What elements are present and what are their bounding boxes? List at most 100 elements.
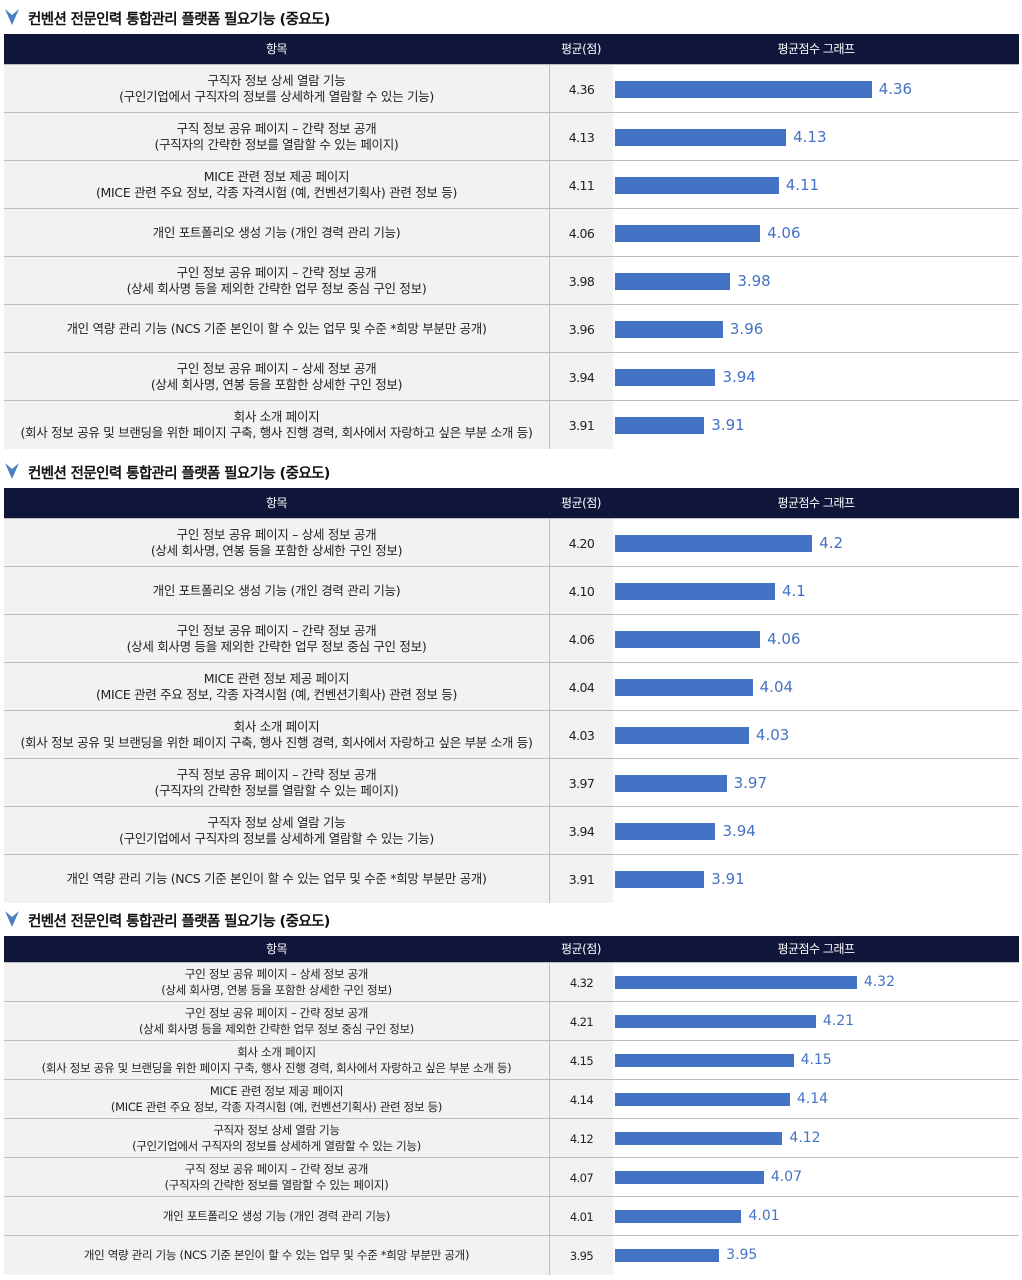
item-name: 구인 정보 공유 페이지 – 간략 정보 공개 <box>176 264 377 280</box>
table-row: 구인 정보 공유 페이지 – 상세 정보 공개 (상세 회사명, 연봉 등을 포함… <box>4 352 1019 401</box>
item-cell: 구인 정보 공유 페이지 – 상세 정보 공개 (상세 회사명, 연봉 등을 포함… <box>4 963 549 1002</box>
bar-value-label: 4.03 <box>755 726 790 744</box>
bar-cell: 3.98 <box>613 257 1019 305</box>
item-cell: 구인 정보 공유 페이지 – 간략 정보 공개 (상세 회사명 등을 제외한 간략… <box>4 1002 549 1041</box>
item-description: (구직자의 간략한 정보를 열람할 수 있는 페이지) <box>164 1177 389 1192</box>
score-bar <box>615 871 705 888</box>
item-description: (구직자의 간략한 정보를 열람할 수 있는 페이지) <box>154 783 399 798</box>
item-cell: 회사 소개 페이지 (회사 정보 공유 및 브랜딩을 위한 페이지 구축, 행사 … <box>4 401 549 449</box>
item-name: 개인 포트폴리오 생성 기능 (개인 경력 관리 기능) <box>152 224 401 240</box>
score-bar <box>615 1054 794 1067</box>
score-bar <box>615 976 857 989</box>
item-cell: 회사 소개 페이지 (회사 정보 공유 및 브랜딩을 위한 페이지 구축, 행사 … <box>4 711 549 759</box>
item-cell: 개인 역량 관리 기능 (NCS 기준 본인이 할 수 있는 업무 및 수준 *… <box>4 1236 549 1275</box>
bar-value-label: 4.06 <box>767 224 801 242</box>
score-bar <box>615 535 813 552</box>
score-bar <box>615 583 775 600</box>
avg-score: 4.36 <box>549 65 614 113</box>
bar-cell: 3.94 <box>613 807 1019 855</box>
item-description: (MICE 관련 주요 정보, 각종 자격시험 (예, 컨벤션기획사) 관련 정… <box>110 1099 443 1114</box>
avg-score: 3.91 <box>549 401 614 449</box>
header-avg: 평균(점) <box>561 942 601 956</box>
item-description: (구인기업에서 구직자의 정보를 상세하게 열람할 수 있는 기능) <box>119 831 434 846</box>
header-graph: 평균점수 그래프 <box>777 942 855 956</box>
bar-value-label: 4.06 <box>767 630 801 648</box>
section-title-bar: 컨벤션 전문인력 통합관리 플랫폼 필요기능 (중요도) <box>0 908 1022 930</box>
table-header: 항목 평균(점) 평균점수 그래프 <box>4 34 1019 64</box>
avg-score: 3.94 <box>549 807 614 855</box>
item-cell: 구직 정보 공유 페이지 – 간략 정보 공개 (구직자의 간략한 정보를 열람할… <box>4 759 549 807</box>
avg-score: 4.21 <box>549 1002 614 1041</box>
avg-score: 4.13 <box>549 113 614 161</box>
bar-cell: 4.1 <box>613 567 1019 615</box>
score-bar <box>615 177 779 194</box>
section-title: 컨벤션 전문인력 통합관리 플랫폼 필요기능 (중요도) <box>28 914 330 930</box>
table-row: 구직자 정보 상세 열람 기능 (구인기업에서 구직자의 정보를 상세하게 열람할… <box>4 64 1019 113</box>
item-cell: MICE 관련 정보 제공 페이지 (MICE 관련 주요 정보, 각종 자격시험… <box>4 663 549 711</box>
table-row: 구직 정보 공유 페이지 – 간략 정보 공개 (구직자의 간략한 정보를 열람할… <box>4 112 1019 161</box>
item-name: 구직자 정보 상세 열람 기능 <box>207 814 346 830</box>
score-bar <box>615 1171 764 1184</box>
item-cell: 개인 포트폴리오 생성 기능 (개인 경력 관리 기능) <box>4 209 549 257</box>
score-bar <box>615 679 753 696</box>
avg-score: 3.95 <box>549 1236 614 1275</box>
avg-score: 3.96 <box>549 305 614 353</box>
bar-value-label: 4.04 <box>759 678 794 696</box>
item-name: 개인 포트폴리오 생성 기능 (개인 경력 관리 기능) <box>152 582 401 598</box>
item-cell: MICE 관련 정보 제공 페이지 (MICE 관련 주요 정보, 각종 자격시험… <box>4 161 549 209</box>
item-name: 구직자 정보 상세 열람 기능 <box>213 1123 340 1137</box>
table-row: MICE 관련 정보 제공 페이지 (MICE 관련 주요 정보, 각종 자격시험… <box>4 1079 1019 1119</box>
avg-score: 3.97 <box>549 759 614 807</box>
bar-cell: 3.91 <box>613 855 1019 903</box>
table-row: 구인 정보 공유 페이지 – 간략 정보 공개 (상세 회사명 등을 제외한 간략… <box>4 614 1019 663</box>
table-row: 개인 포트폴리오 생성 기능 (개인 경력 관리 기능) 4.06 4.06 <box>4 208 1019 257</box>
item-cell: 개인 역량 관리 기능 (NCS 기준 본인이 할 수 있는 업무 및 수준 *… <box>4 855 549 903</box>
bar-cell: 4.06 <box>613 615 1019 663</box>
item-description: (상세 회사명, 연봉 등을 포함한 상세한 구인 정보) <box>150 377 403 392</box>
bar-value-label: 4.21 <box>822 1013 855 1029</box>
avg-score: 3.98 <box>549 257 614 305</box>
avg-score: 4.04 <box>549 663 614 711</box>
table-row: 구직자 정보 상세 열람 기능 (구인기업에서 구직자의 정보를 상세하게 열람할… <box>4 806 1019 855</box>
section-title-bar: 컨벤션 전문인력 통합관리 플랫폼 필요기능 (중요도) <box>0 6 1022 28</box>
bar-value-label: 4.01 <box>748 1208 780 1224</box>
bar-value-label: 4.36 <box>878 80 913 98</box>
score-bar <box>615 369 716 386</box>
header-item: 항목 <box>265 42 288 56</box>
avg-score: 4.32 <box>549 963 614 1002</box>
avg-score: 4.03 <box>549 711 614 759</box>
item-name: 회사 소개 페이지 <box>237 1045 316 1059</box>
score-bar <box>615 321 723 338</box>
table-row: 구직 정보 공유 페이지 – 간략 정보 공개 (구직자의 간략한 정보를 열람할… <box>4 758 1019 807</box>
item-cell: 개인 포트폴리오 생성 기능 (개인 경력 관리 기능) <box>4 1197 549 1236</box>
bar-cell: 3.96 <box>613 305 1019 353</box>
bar-value-label: 3.94 <box>722 822 756 840</box>
bar-value-label: 3.91 <box>711 416 745 434</box>
table-row: 회사 소개 페이지 (회사 정보 공유 및 브랜딩을 위한 페이지 구축, 행사 … <box>4 1040 1019 1080</box>
score-bar <box>615 727 749 744</box>
item-name: MICE 관련 정보 제공 페이지 <box>203 670 350 686</box>
bar-cell: 4.32 <box>613 963 1019 1002</box>
section-title: 컨벤션 전문인력 통합관리 플랫폼 필요기능 (중요도) <box>28 12 330 28</box>
item-description: (회사 정보 공유 및 브랜딩을 위한 페이지 구축, 행사 진행 경력, 회사… <box>20 425 533 440</box>
item-cell: 구직 정보 공유 페이지 – 간략 정보 공개 (구직자의 간략한 정보를 열람할… <box>4 1158 549 1197</box>
score-bar <box>615 1015 816 1028</box>
avg-score: 4.15 <box>549 1041 614 1080</box>
table-header: 항목 평균(점) 평균점수 그래프 <box>4 936 1019 962</box>
item-description: (MICE 관련 주요 정보, 각종 자격시험 (예, 컨벤션기획사) 관련 정… <box>95 687 458 702</box>
avg-score: 4.11 <box>549 161 614 209</box>
bar-value-label: 4.12 <box>789 1130 821 1146</box>
bar-value-label: 4.14 <box>796 1091 829 1107</box>
bar-value-label: 3.98 <box>737 272 771 290</box>
item-cell: 구인 정보 공유 페이지 – 간략 정보 공개 (상세 회사명 등을 제외한 간략… <box>4 257 549 305</box>
header-graph: 평균점수 그래프 <box>777 496 855 510</box>
table-row: 개인 역량 관리 기능 (NCS 기준 본인이 할 수 있는 업무 및 수준 *… <box>4 1235 1019 1275</box>
header-avg: 평균(점) <box>561 496 601 510</box>
item-name: 구직 정보 공유 페이지 – 간략 정보 공개 <box>176 766 377 782</box>
header-avg: 평균(점) <box>561 42 601 56</box>
item-description: (회사 정보 공유 및 브랜딩을 위한 페이지 구축, 행사 진행 경력, 회사… <box>41 1060 512 1075</box>
item-cell: 구직자 정보 상세 열람 기능 (구인기업에서 구직자의 정보를 상세하게 열람할… <box>4 1119 549 1158</box>
bar-cell: 4.11 <box>613 161 1019 209</box>
score-bar <box>615 1093 790 1106</box>
table-row: 개인 역량 관리 기능 (NCS 기준 본인이 할 수 있는 업무 및 수준 *… <box>4 854 1019 903</box>
